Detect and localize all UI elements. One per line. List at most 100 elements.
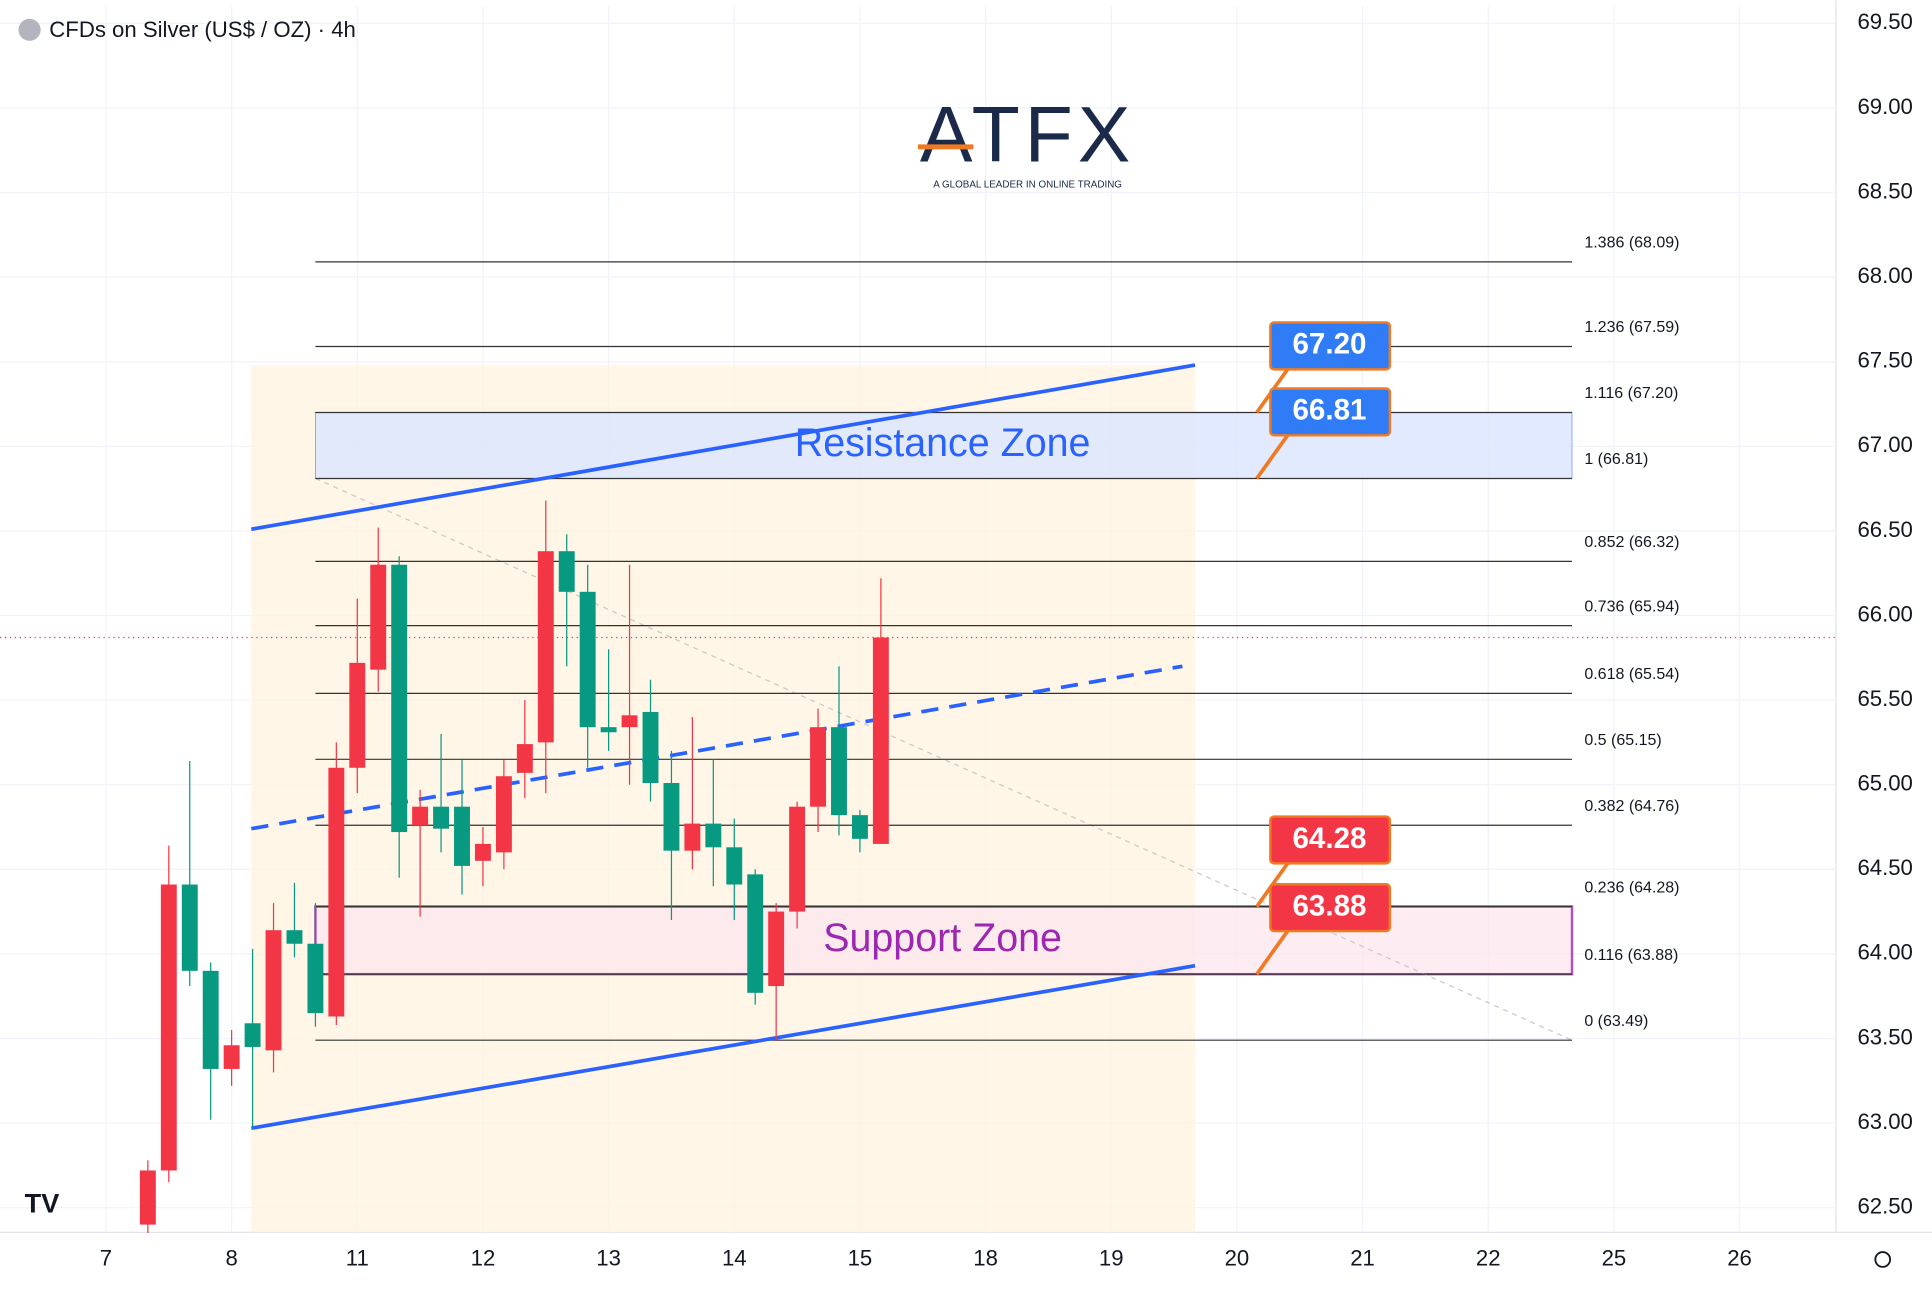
candle-body xyxy=(747,874,764,993)
settings-icon[interactable] xyxy=(1874,1251,1892,1268)
candle-body xyxy=(265,930,282,1051)
price-tag-label: 64.28 xyxy=(1292,822,1366,855)
y-tick-label: 67.00 xyxy=(1857,432,1912,457)
fib-label: 0.5 (65.15) xyxy=(1584,732,1661,749)
fib-label: 1.236 (67.59) xyxy=(1584,319,1679,336)
x-tick-label: 25 xyxy=(1602,1245,1627,1270)
x-tick-label: 15 xyxy=(848,1245,873,1270)
zone-label: Resistance Zone xyxy=(795,421,1091,465)
channel-shade xyxy=(251,365,1196,1233)
candle-body xyxy=(223,1045,240,1069)
price-tag xyxy=(1269,321,1392,371)
candle-body xyxy=(516,744,533,773)
trendline xyxy=(251,963,1196,1130)
x-tick-label: 21 xyxy=(1350,1245,1375,1270)
candle-body xyxy=(474,843,491,861)
y-tick-label: 68.00 xyxy=(1857,263,1912,288)
fib-label: 0.852 (66.32) xyxy=(1584,534,1679,551)
candle-body xyxy=(789,806,806,912)
candle-body xyxy=(202,970,219,1069)
x-tick-label: 18 xyxy=(973,1245,998,1270)
candle-body xyxy=(537,551,554,743)
y-tick-label: 64.50 xyxy=(1857,855,1912,880)
candle-body xyxy=(810,727,827,807)
candle-body xyxy=(768,911,785,987)
candle-body xyxy=(851,815,868,839)
y-tick-label: 68.50 xyxy=(1857,178,1912,203)
x-tick-label: 7 xyxy=(100,1245,112,1270)
x-tick-label: 19 xyxy=(1099,1245,1124,1270)
candle-body xyxy=(579,591,596,728)
fib-label: 0.382 (64.76) xyxy=(1584,798,1679,815)
price-tag xyxy=(1269,883,1392,933)
tv-logo: TV xyxy=(25,1187,60,1218)
candle-body xyxy=(181,884,198,971)
price-tag xyxy=(1269,815,1392,865)
candle-body xyxy=(160,884,177,1171)
y-tick-label: 65.00 xyxy=(1857,771,1912,796)
x-tick-label: 14 xyxy=(722,1245,747,1270)
tag-pointer xyxy=(1255,929,1290,976)
candle-body xyxy=(454,806,470,866)
fib-label: 0.116 (63.88) xyxy=(1584,947,1678,964)
fib-label: 0.236 (64.28) xyxy=(1584,879,1679,896)
y-tick-label: 65.50 xyxy=(1857,686,1912,711)
candle-body xyxy=(684,823,701,851)
candle-body xyxy=(307,943,324,1014)
fib-label: 0 (63.49) xyxy=(1584,1013,1648,1030)
candle-body xyxy=(391,564,408,833)
candle-body xyxy=(370,564,387,670)
symbol-icon xyxy=(18,18,41,41)
candle-body xyxy=(412,806,429,826)
x-tick-label: 26 xyxy=(1727,1245,1752,1270)
y-tick-label: 69.50 xyxy=(1857,9,1912,34)
chart-title: CFDs on Silver (US$ / OZ) · 4h xyxy=(49,17,356,42)
y-tick-label: 63.50 xyxy=(1857,1024,1912,1049)
logo-tagline: A GLOBAL LEADER IN ONLINE TRADING xyxy=(933,180,1122,191)
candle-body xyxy=(831,727,847,816)
x-tick-label: 20 xyxy=(1225,1245,1250,1270)
y-tick-label: 66.50 xyxy=(1857,517,1912,542)
candle-body xyxy=(558,551,575,592)
candle-body xyxy=(726,847,743,885)
y-tick-label: 62.50 xyxy=(1857,1194,1912,1219)
price-tag xyxy=(1269,387,1392,437)
y-tick-label: 66.00 xyxy=(1857,601,1912,626)
x-tick-label: 12 xyxy=(471,1245,496,1270)
candle-body xyxy=(349,662,366,768)
logo: ATFX xyxy=(920,91,1135,179)
fib-label: 0.618 (65.54) xyxy=(1584,666,1679,683)
x-tick-label: 8 xyxy=(225,1245,237,1270)
y-tick-label: 67.50 xyxy=(1857,348,1912,373)
x-tick-label: 11 xyxy=(346,1245,369,1270)
background-layer xyxy=(0,6,1836,1233)
trendline xyxy=(251,363,1196,532)
candle-body xyxy=(705,823,722,848)
price-tag-label: 63.88 xyxy=(1292,889,1366,922)
candle-body xyxy=(642,711,659,784)
candle-body xyxy=(433,806,450,829)
price-tag-label: 67.20 xyxy=(1292,328,1366,361)
price-tag-label: 66.81 xyxy=(1292,394,1366,427)
x-tick-label: 22 xyxy=(1476,1245,1501,1270)
fib-label: 0.736 (65.94) xyxy=(1584,598,1679,615)
candle-body xyxy=(495,776,512,853)
fib-label: 1 (66.81) xyxy=(1584,451,1648,468)
fib-label: 1.386 (68.09) xyxy=(1584,235,1679,252)
candle-body xyxy=(663,783,680,851)
y-tick-label: 64.00 xyxy=(1857,940,1912,965)
candle-body xyxy=(872,637,889,844)
fib-label: 1.116 (67.20) xyxy=(1584,385,1678,402)
y-tick-label: 63.00 xyxy=(1857,1109,1912,1134)
candle-body xyxy=(286,930,303,944)
plot-layer: 62.50 63.00 63.50 64.00 64.50 65.00 65.50 66.00… xyxy=(100,9,1913,1270)
fib-trend xyxy=(315,477,1573,1041)
y-tick-label: 69.00 xyxy=(1857,94,1912,119)
candle-body xyxy=(139,1170,156,1225)
candle-body xyxy=(328,767,345,1017)
candle-body xyxy=(244,1023,261,1047)
candle-body xyxy=(621,715,638,728)
candle-body xyxy=(600,727,617,733)
zone-label: Support Zone xyxy=(823,916,1062,960)
